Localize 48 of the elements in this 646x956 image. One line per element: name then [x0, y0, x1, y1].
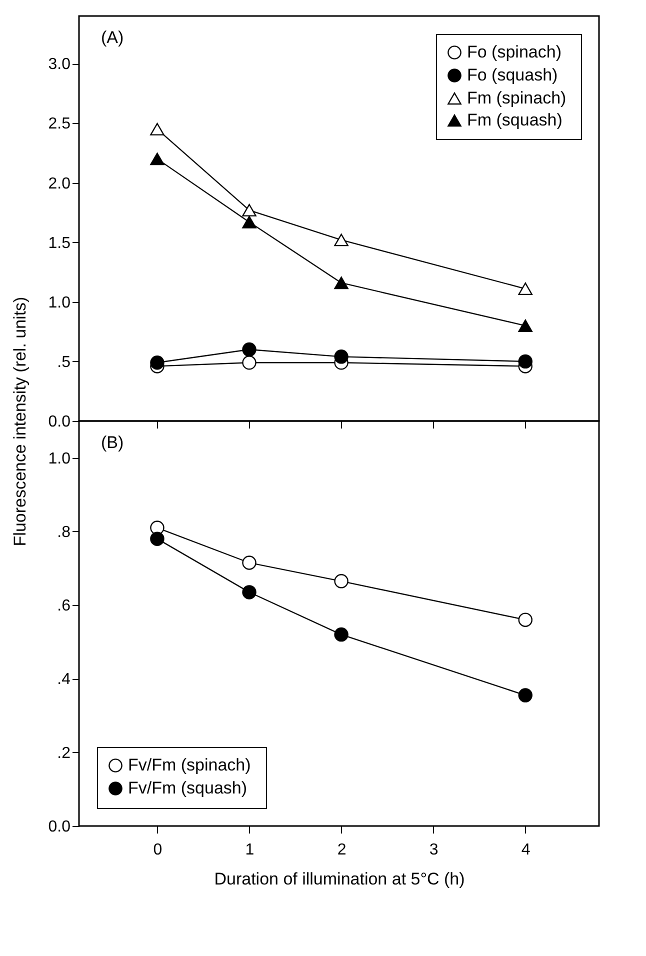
y-tick-label: .8 [57, 524, 71, 541]
legend-label: Fm (squash) [467, 110, 562, 130]
point [150, 152, 164, 166]
point [242, 556, 256, 570]
point [334, 276, 348, 290]
y-tick-label: 3.0 [48, 56, 71, 74]
point [518, 612, 532, 627]
legend-label: Fm (spinach) [467, 88, 566, 108]
annotation: (B) [101, 433, 124, 452]
point [242, 585, 256, 600]
legend-label: Fo (squash) [467, 66, 558, 84]
point [334, 234, 348, 246]
x-tick-label: 1 [245, 842, 254, 858]
x-tick-label: 0 [153, 842, 162, 858]
point [518, 282, 532, 296]
x-axis-title: Duration of illumination at 5°C (h) [214, 870, 465, 888]
y-tick-label: 0.0 [48, 818, 71, 836]
point [150, 122, 164, 136]
x-tick-label: 2 [337, 842, 346, 858]
point [242, 342, 256, 357]
point [150, 356, 164, 370]
y-tick-label: .6 [57, 598, 71, 615]
y-tick-label: .4 [57, 671, 71, 688]
point [334, 574, 348, 588]
point [518, 354, 532, 369]
y-tick-label: 0.0 [48, 414, 71, 430]
point [518, 319, 532, 332]
y-axis-title: Fluorescence intensity (rel. units) [10, 296, 30, 546]
point [150, 532, 164, 546]
y-tick-label: .2 [57, 744, 71, 762]
point [334, 350, 348, 364]
legend-label: Fv/Fm (squash) [128, 778, 248, 798]
y-tick-label: .5 [57, 354, 71, 371]
x-tick-label: 3 [429, 842, 438, 858]
point [242, 216, 256, 228]
x-tick-label: 4 [521, 842, 530, 858]
point [242, 204, 256, 216]
y-tick-label: 2.0 [48, 175, 71, 192]
annotation: (A) [101, 28, 124, 47]
y-tick-label: 2.5 [48, 116, 71, 133]
point [518, 688, 532, 702]
y-tick-label: 1.0 [48, 294, 71, 312]
legend-label: Fo (spinach) [467, 42, 562, 62]
point [334, 627, 348, 642]
y-tick-label: 1.0 [48, 450, 71, 468]
legend-label: Fv/Fm (spinach) [128, 756, 251, 774]
y-tick-label: 1.5 [48, 234, 71, 252]
point [242, 356, 256, 370]
